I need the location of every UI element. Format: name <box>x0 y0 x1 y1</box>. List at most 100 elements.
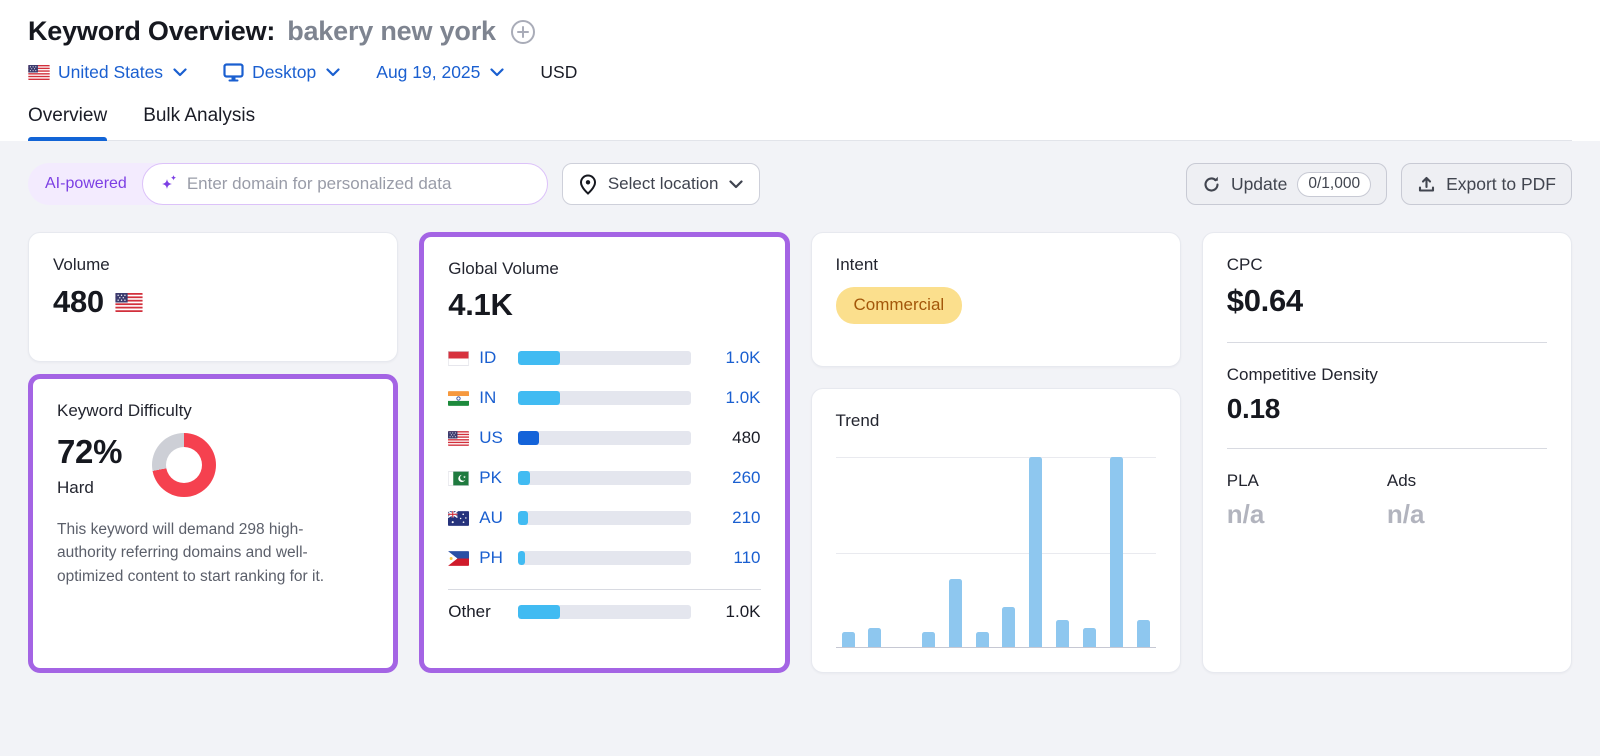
keyword-text: bakery new york <box>287 16 496 46</box>
trend-bar <box>841 631 855 647</box>
tab-bar: Overview Bulk Analysis <box>28 105 1572 141</box>
trend-bar <box>868 628 882 647</box>
update-quota-badge: 0/1,000 <box>1297 171 1372 197</box>
content-area: AI-powered Select location Update 0/1,00 <box>0 141 1600 756</box>
divider <box>1226 342 1547 343</box>
country-code-link[interactable]: IN <box>479 388 497 407</box>
device-filter-label: Desktop <box>252 62 317 82</box>
country-row-us: US 480 <box>448 418 761 458</box>
country-volume-value[interactable]: 110 <box>733 548 761 567</box>
volume-label: Volume <box>53 255 110 274</box>
title-row: Keyword Overview: bakery new york <box>28 16 1572 47</box>
device-filter[interactable]: Desktop <box>223 62 340 83</box>
volume-bar-track <box>518 511 691 525</box>
export-pdf-button[interactable]: Export to PDF <box>1401 163 1572 205</box>
export-pdf-label: Export to PDF <box>1446 173 1556 194</box>
trend-bars <box>841 457 1150 647</box>
intent-label: Intent <box>835 255 879 274</box>
us-flag-icon <box>28 65 50 80</box>
country-volume-value[interactable]: 210 <box>732 508 761 527</box>
page-header: Keyword Overview: bakery new york United… <box>0 0 1600 141</box>
gridline <box>835 552 1156 554</box>
country-row-ph: PH 110 <box>448 538 761 578</box>
page-title: Keyword Overview: <box>28 16 276 46</box>
competitive-density-label: Competitive Density <box>1226 365 1378 384</box>
divider <box>448 589 761 590</box>
ai-powered-input-group: AI-powered <box>28 163 548 205</box>
us-flag-icon <box>115 292 143 312</box>
us-flag-icon <box>448 430 470 446</box>
divider <box>1226 448 1547 449</box>
country-volume-value[interactable]: 260 <box>732 468 761 487</box>
currency-label: USD <box>540 62 578 82</box>
axis-baseline <box>835 647 1156 648</box>
trend-bar <box>1136 620 1150 647</box>
country-code-link[interactable]: ID <box>479 348 497 367</box>
trend-bar <box>1029 457 1043 647</box>
country-row-id: ID 1.0K <box>448 338 761 378</box>
volume-bar-track <box>518 431 691 445</box>
pla-label: PLA <box>1226 471 1259 490</box>
gridline <box>835 457 1156 458</box>
update-button[interactable]: Update 0/1,000 <box>1185 163 1388 205</box>
chevron-down-icon <box>173 68 187 77</box>
country-row-pk: PK 260 <box>448 458 761 498</box>
date-filter-label: Aug 19, 2025 <box>376 62 481 82</box>
pakistan-flag-icon <box>448 470 470 486</box>
philippines-flag-icon <box>448 550 470 566</box>
add-keyword-icon[interactable] <box>510 19 536 45</box>
other-volume-value: 1.0K <box>725 602 761 621</box>
country-volume-value[interactable]: 1.0K <box>725 388 761 407</box>
trend-bar <box>1056 620 1070 647</box>
country-row-au: AU 210 <box>448 498 761 538</box>
keyword-difficulty-label: Keyword Difficulty <box>57 401 192 420</box>
volume-bar-track <box>518 351 691 365</box>
keyword-difficulty-highlight: Keyword Difficulty 72% Hard This keyword… <box>28 374 399 673</box>
keyword-difficulty-value: 72% <box>57 433 123 470</box>
intent-commercial-badge: Commercial <box>835 287 963 324</box>
difficulty-donut-chart <box>152 433 217 497</box>
desktop-monitor-icon <box>223 63 244 82</box>
date-filter[interactable]: Aug 19, 2025 <box>376 62 504 83</box>
country-code-link[interactable]: PK <box>479 468 502 487</box>
intent-card: Intent Commercial <box>810 232 1181 367</box>
domain-input[interactable] <box>141 163 548 205</box>
update-label: Update <box>1230 173 1288 194</box>
tab-overview[interactable]: Overview <box>28 105 108 141</box>
other-label: Other <box>448 602 491 621</box>
keyword-difficulty-card: Keyword Difficulty 72% Hard This keyword… <box>33 379 394 668</box>
ads-label: Ads <box>1386 471 1417 490</box>
keyword-difficulty-level: Hard <box>57 478 94 497</box>
country-code-link[interactable]: AU <box>479 508 503 527</box>
country-code-link[interactable]: PH <box>479 548 503 567</box>
country-code-link[interactable]: US <box>479 428 503 447</box>
volume-card: Volume 480 <box>28 232 399 362</box>
global-volume-highlight: Global Volume 4.1K ID 1.0K <box>419 232 790 673</box>
country-volume-value[interactable]: 1.0K <box>725 348 761 367</box>
country-filter[interactable]: United States <box>28 62 187 83</box>
volume-bar-track <box>518 605 691 619</box>
tab-bulk-analysis[interactable]: Bulk Analysis <box>143 105 256 126</box>
toolbar: AI-powered Select location Update 0/1,00 <box>28 163 1572 205</box>
country-filter-label: United States <box>58 62 164 82</box>
trend-bar <box>1082 628 1096 647</box>
trend-card: Trend <box>810 388 1181 673</box>
competitive-density-value: 0.18 <box>1226 393 1281 424</box>
country-volume-value: 480 <box>732 428 761 447</box>
keyword-difficulty-description: This keyword will demand 298 high-author… <box>57 521 325 585</box>
trend-bar <box>948 578 962 647</box>
sparkles-icon <box>157 172 181 196</box>
trend-chart <box>835 457 1156 648</box>
select-location-button[interactable]: Select location <box>561 163 761 205</box>
country-volume-list: ID 1.0K IN 1.0K <box>448 338 761 632</box>
trend-bar <box>921 631 935 647</box>
volume-bar-track <box>518 471 691 485</box>
chevron-down-icon <box>490 68 504 77</box>
ai-powered-badge: AI-powered <box>45 175 127 192</box>
indonesia-flag-icon <box>448 350 470 366</box>
india-flag-icon <box>448 390 470 406</box>
volume-bar-track <box>518 551 691 565</box>
trend-bar <box>1002 607 1016 647</box>
volume-value: 480 <box>53 284 104 319</box>
country-row-in: IN 1.0K <box>448 378 761 418</box>
